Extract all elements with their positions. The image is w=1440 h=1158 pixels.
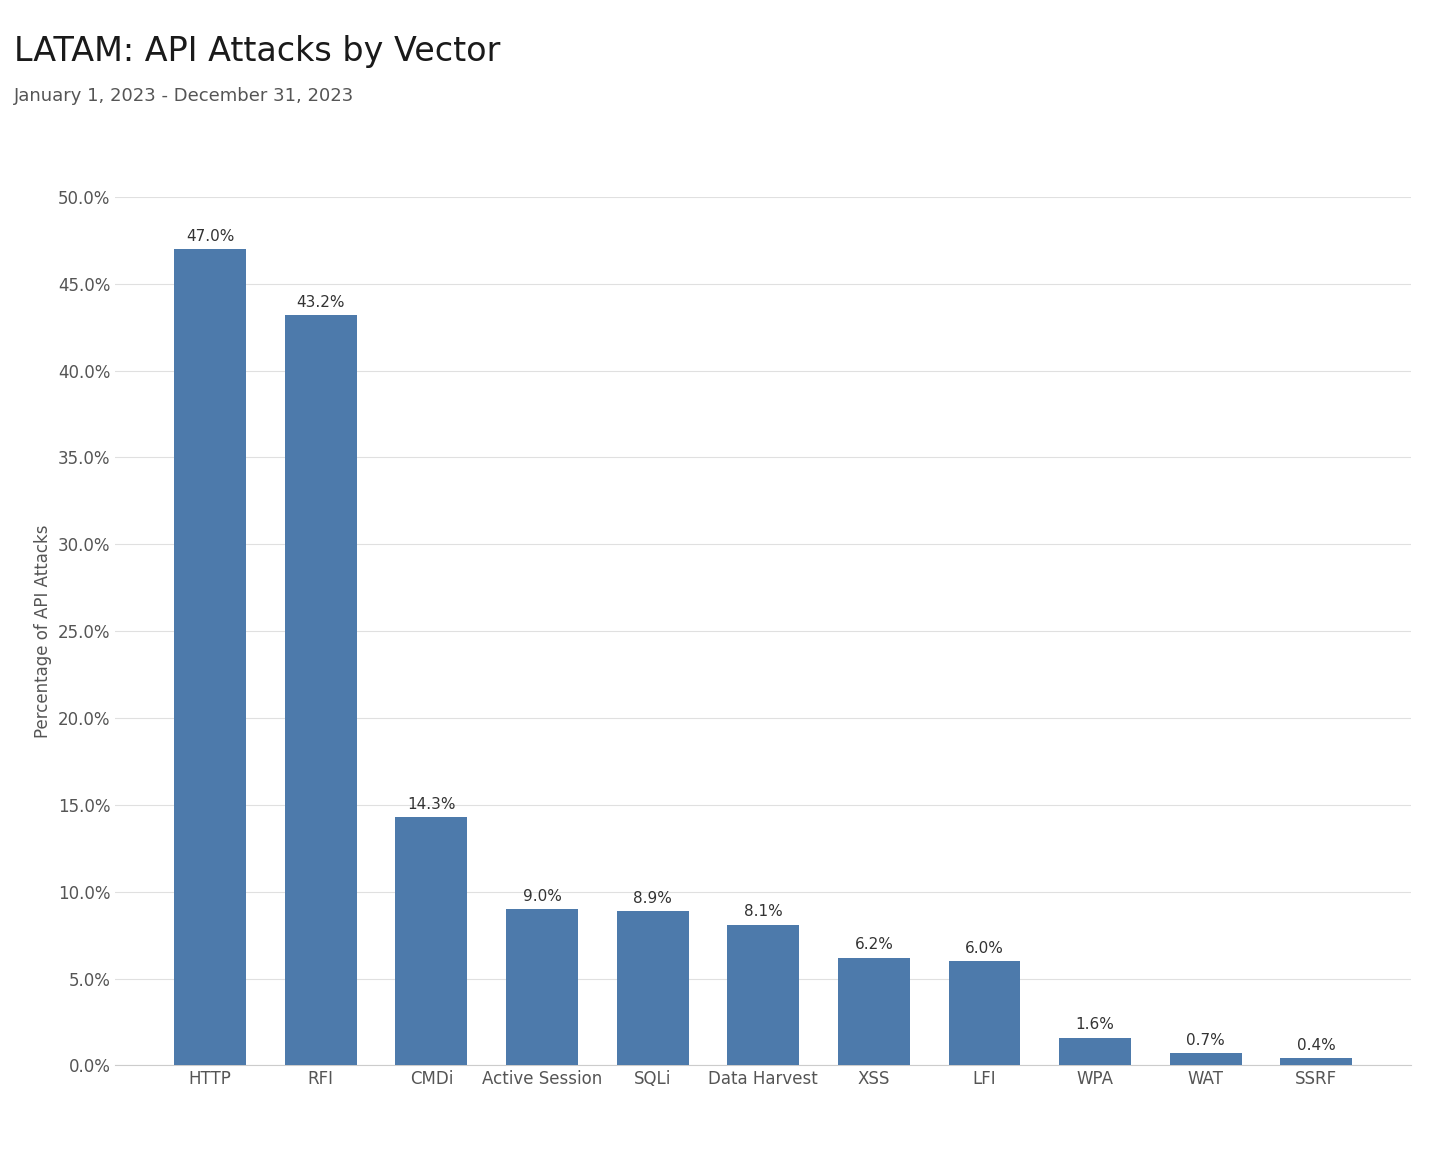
Y-axis label: Percentage of API Attacks: Percentage of API Attacks [35, 525, 52, 738]
Text: 8.9%: 8.9% [634, 891, 672, 906]
Text: 0.4%: 0.4% [1297, 1039, 1336, 1054]
Text: 0.7%: 0.7% [1187, 1033, 1225, 1048]
Bar [949, 961, 1021, 1065]
Bar [727, 924, 799, 1065]
Text: 6.2%: 6.2% [854, 938, 893, 952]
Text: 43.2%: 43.2% [297, 295, 346, 310]
Bar [616, 910, 688, 1065]
Bar [505, 909, 577, 1065]
Text: 6.0%: 6.0% [965, 941, 1004, 957]
Text: January 1, 2023 - December 31, 2023: January 1, 2023 - December 31, 2023 [14, 87, 354, 105]
Text: 8.1%: 8.1% [744, 904, 782, 919]
Text: LATAM: API Attacks by Vector: LATAM: API Attacks by Vector [14, 35, 501, 67]
Bar [1169, 1054, 1241, 1065]
Text: 47.0%: 47.0% [186, 229, 235, 244]
Text: 1.6%: 1.6% [1076, 1018, 1115, 1033]
Bar [174, 249, 246, 1065]
Bar [1060, 1038, 1130, 1065]
Bar [285, 315, 357, 1065]
Text: 14.3%: 14.3% [408, 797, 455, 812]
Bar [396, 818, 467, 1065]
Bar [1280, 1058, 1352, 1065]
Text: 9.0%: 9.0% [523, 889, 562, 903]
Bar [838, 958, 910, 1065]
